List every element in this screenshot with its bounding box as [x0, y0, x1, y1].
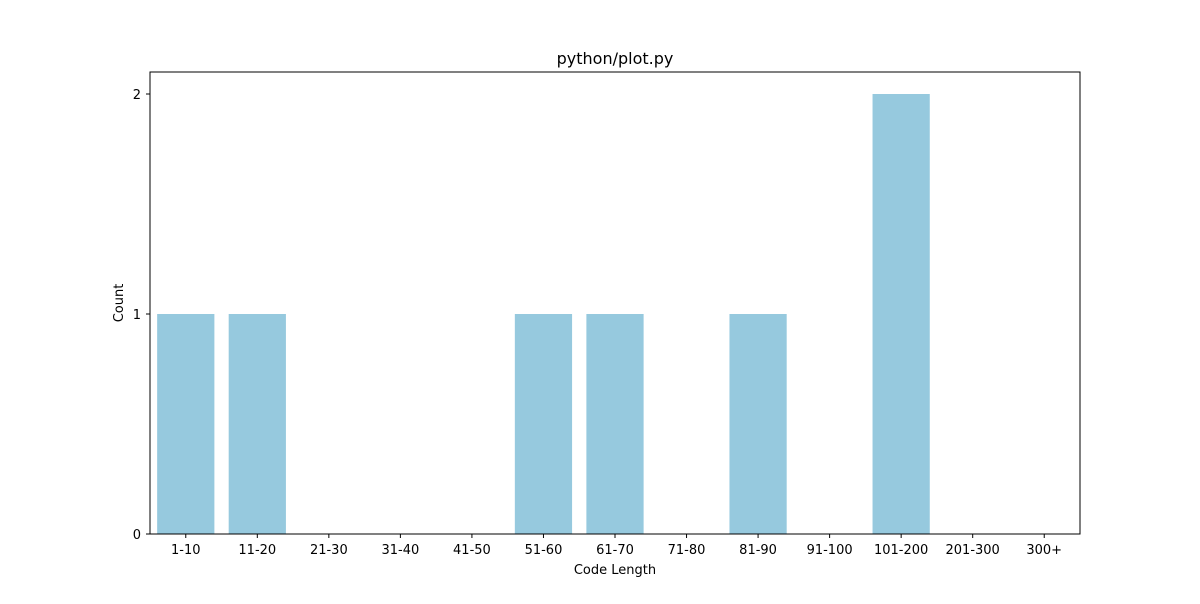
y-tick-label: 2 — [133, 88, 141, 103]
x-tick-label: 21-30 — [310, 543, 348, 558]
bar-101-200 — [872, 94, 930, 534]
x-axis: 1-10 11-20 21-30 31-40 41-50 51-60 61-70 71-80 8… — [171, 534, 1062, 558]
x-tick-label: 11-20 — [238, 543, 276, 558]
x-tick-label: 91-100 — [807, 543, 853, 558]
x-tick-label: 51-60 — [525, 543, 563, 558]
bars-layer — [157, 94, 930, 534]
y-axis: 0 1 2 — [133, 88, 150, 543]
x-axis-label: Code Length — [574, 563, 656, 578]
x-tick-label: 41-50 — [453, 543, 491, 558]
x-tick-label: 81-90 — [739, 543, 777, 558]
y-tick-label: 1 — [133, 308, 141, 323]
y-axis-label: Count — [112, 284, 127, 323]
bar-1-10 — [157, 314, 215, 534]
x-tick-label: 1-10 — [171, 543, 201, 558]
x-tick-label: 101-200 — [874, 543, 928, 558]
bar-81-90 — [729, 314, 787, 534]
x-tick-label: 31-40 — [381, 543, 419, 558]
y-tick-label: 0 — [133, 528, 141, 543]
x-tick-label: 201-300 — [946, 543, 1000, 558]
x-tick-label: 300+ — [1026, 543, 1062, 558]
bar-61-70 — [586, 314, 644, 534]
chart-title: python/plot.py — [557, 49, 674, 68]
bar-11-20 — [228, 314, 286, 534]
bar-51-60 — [514, 314, 573, 534]
x-tick-label: 61-70 — [596, 543, 634, 558]
x-tick-label: 71-80 — [668, 543, 706, 558]
